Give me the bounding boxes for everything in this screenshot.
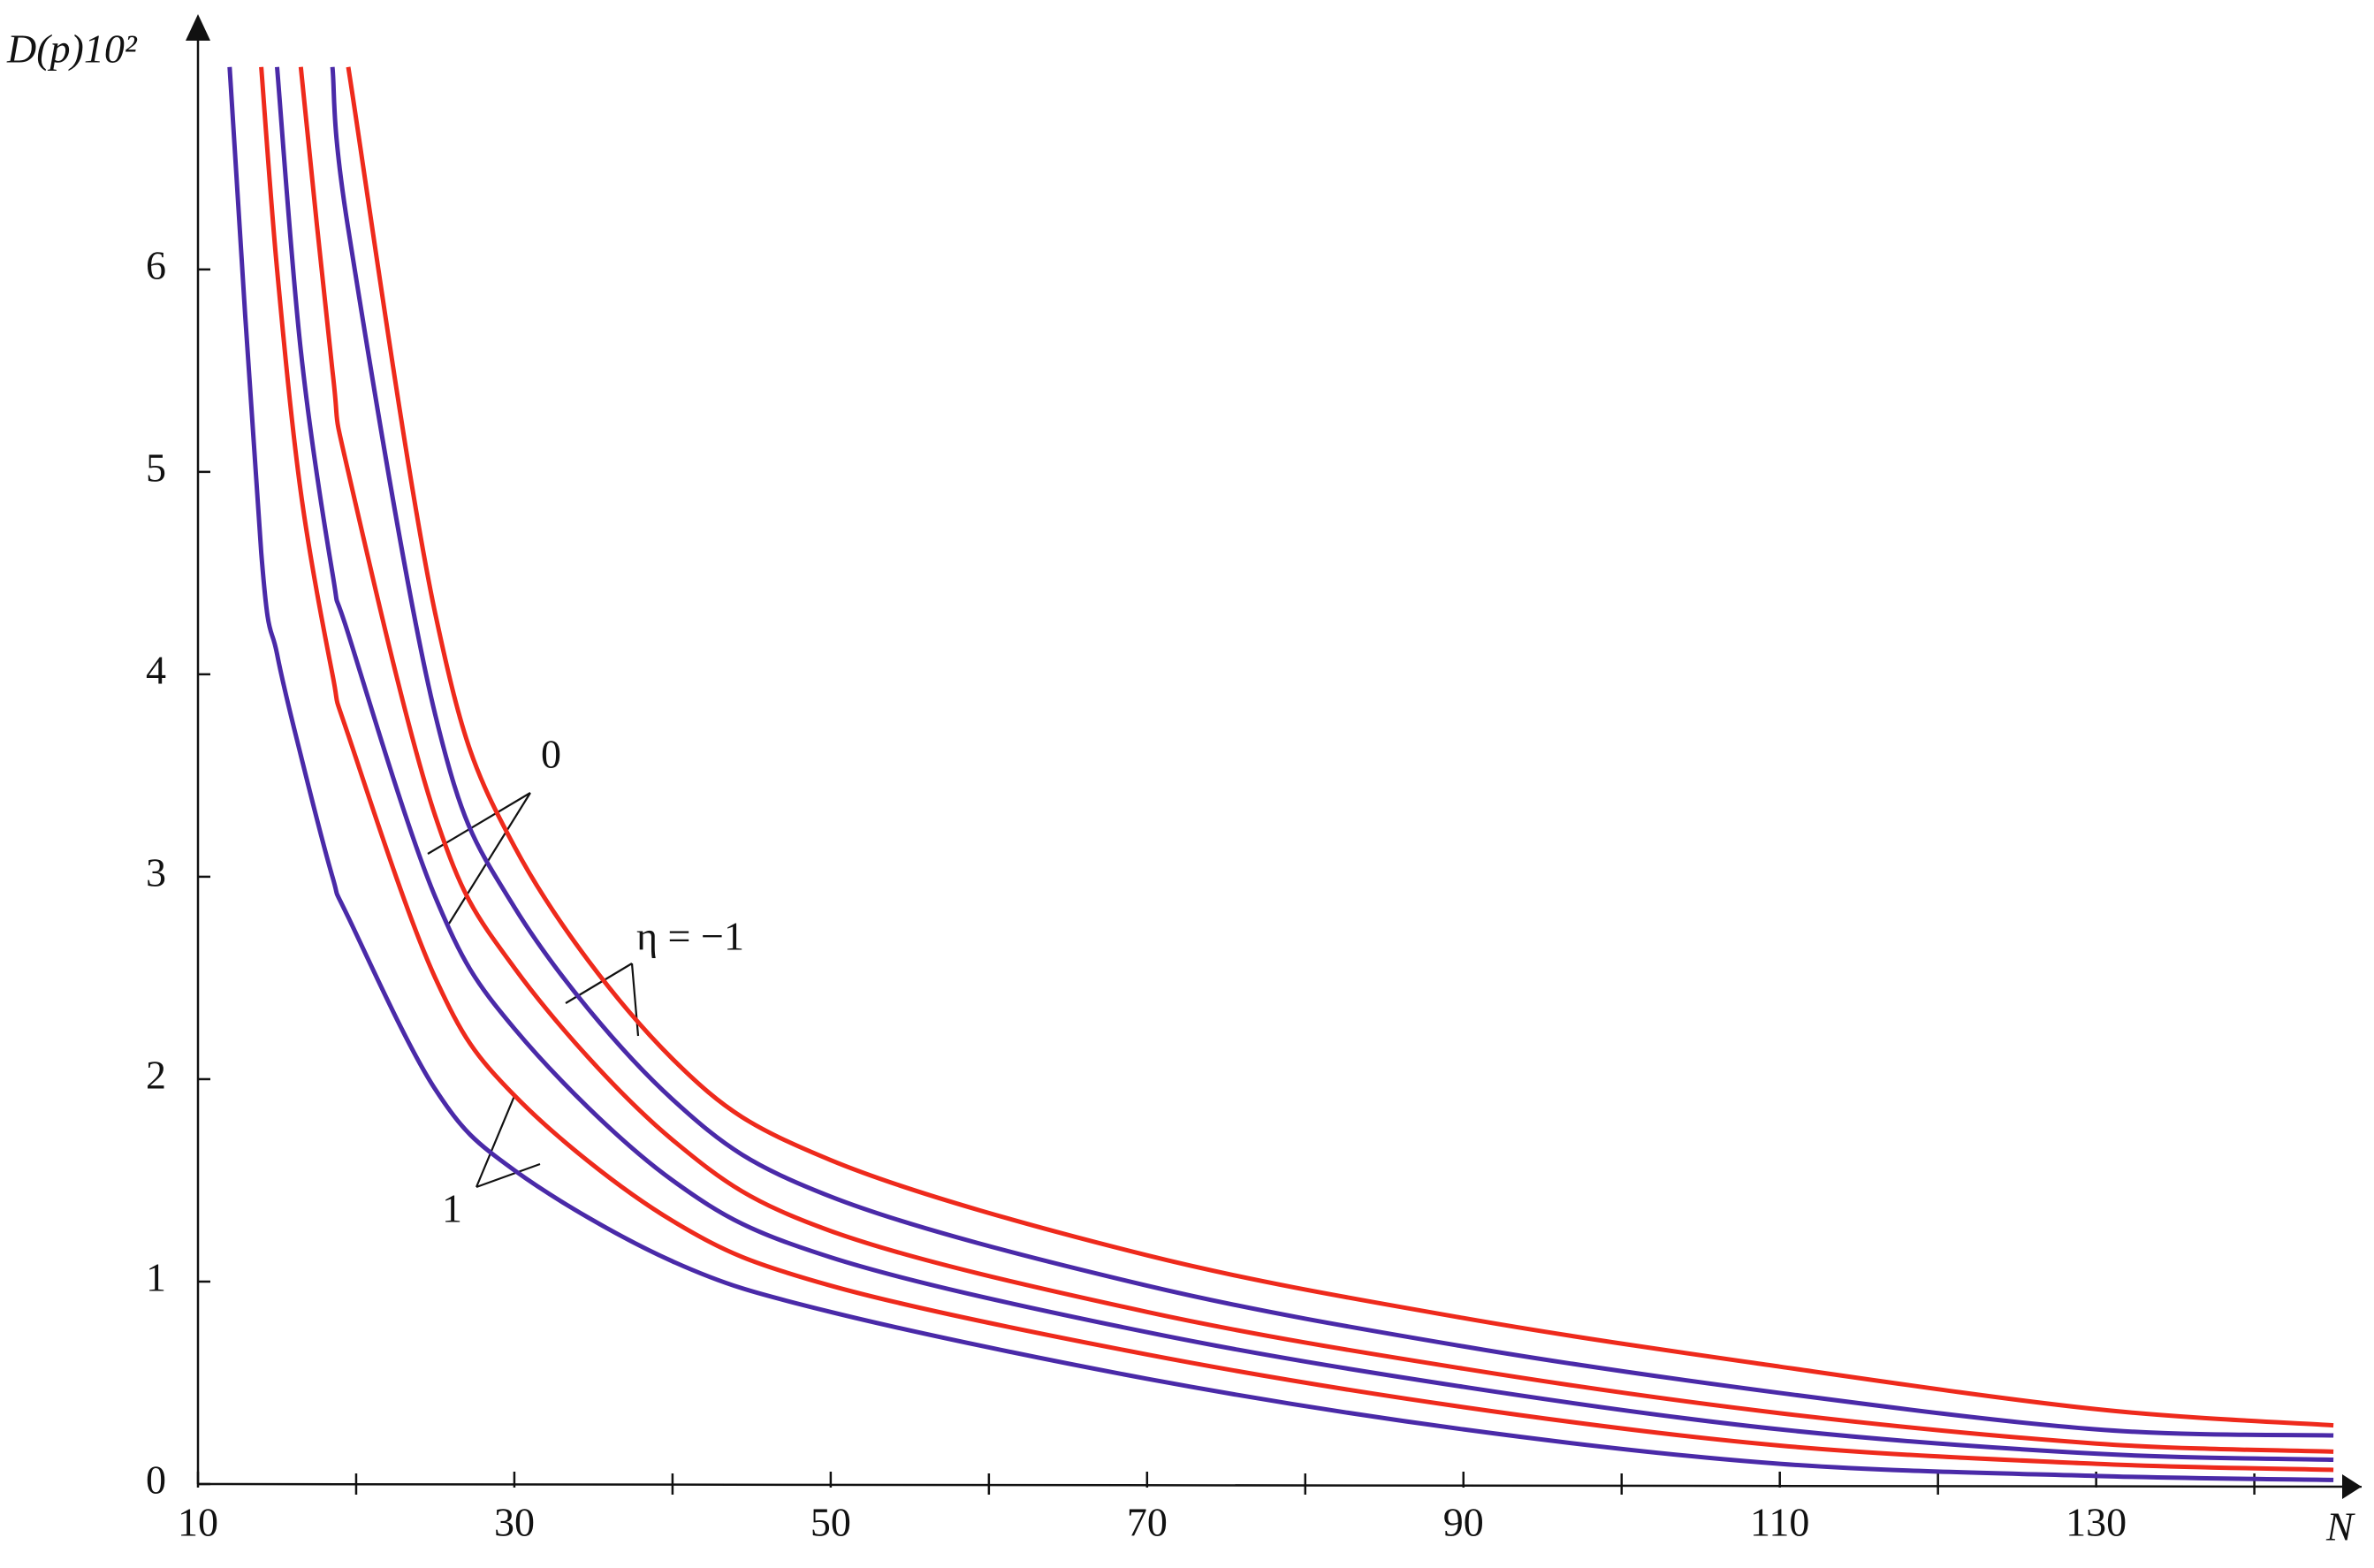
x-axis-label: N: [2325, 1504, 2355, 1549]
y-tick-label: 6: [146, 242, 166, 287]
annotation: 0: [541, 732, 561, 777]
x-tick-label: 70: [1127, 1500, 1168, 1545]
annotation: η = −1: [636, 914, 744, 959]
x-tick-label: 90: [1443, 1500, 1484, 1545]
annotations: 0 η = −1 1: [427, 732, 744, 1231]
curve: [227, 66, 2334, 1482]
x-axis: [197, 1482, 2363, 1488]
x-tick-label: 50: [810, 1500, 851, 1545]
y-tick-label: 3: [146, 849, 166, 894]
curve: [330, 66, 2334, 1438]
x-tick-label: 30: [494, 1500, 535, 1545]
annotation: 1: [442, 1186, 462, 1231]
x-tick-label: 10: [178, 1500, 218, 1545]
y-arrow: [186, 14, 210, 41]
x-tick-label: 110: [1750, 1500, 1809, 1545]
curve: [346, 66, 2334, 1428]
x-arrow: [2342, 1474, 2362, 1499]
y-tick-label: 0: [146, 1458, 166, 1503]
x-tick-label: 130: [2066, 1500, 2127, 1545]
y-tick-label: 4: [146, 647, 166, 692]
curve: [259, 66, 2334, 1473]
leader: [475, 1095, 541, 1189]
y-tick-label: 2: [146, 1053, 166, 1098]
curve: [274, 66, 2334, 1463]
y-axis-label: D(p)10²: [6, 27, 138, 72]
axes: [186, 14, 2363, 1499]
y-tick-label: 1: [146, 1255, 166, 1300]
curve: [298, 66, 2334, 1454]
y-tick-label: 5: [146, 445, 166, 490]
